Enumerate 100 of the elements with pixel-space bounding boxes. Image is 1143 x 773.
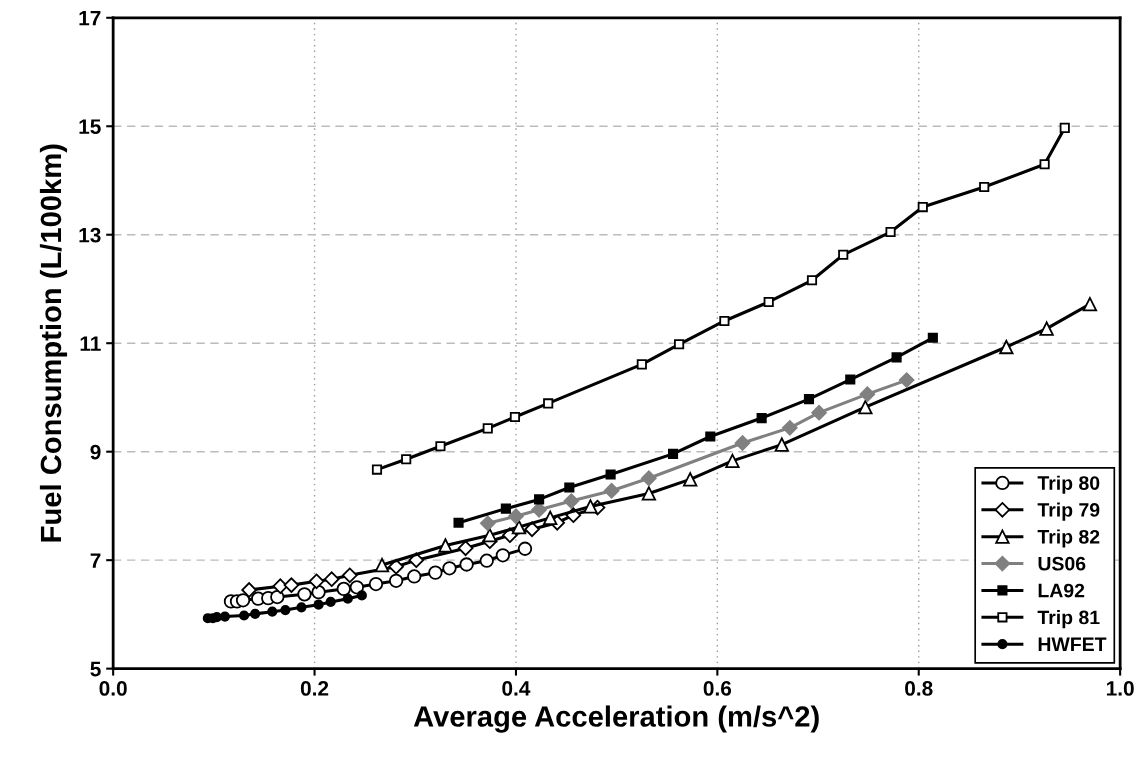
point [238, 610, 250, 621]
y-tick-label: 17 [79, 11, 101, 26]
point [563, 493, 580, 509]
point [272, 578, 289, 594]
point [296, 602, 307, 613]
x-tick-label: 0.8 [905, 681, 933, 696]
point [323, 571, 340, 587]
point [235, 593, 251, 608]
point [313, 599, 324, 610]
point [356, 590, 367, 601]
point [297, 587, 312, 602]
point [725, 453, 740, 469]
legend-label: Trip 81 [1037, 610, 1100, 629]
point [898, 372, 915, 388]
point [641, 470, 657, 487]
point [885, 226, 896, 238]
point [543, 510, 558, 526]
point [719, 315, 730, 327]
point [838, 249, 849, 260]
point [241, 582, 257, 598]
point [1059, 122, 1070, 133]
point [509, 411, 521, 423]
point [667, 448, 679, 459]
point [811, 404, 827, 421]
point [763, 296, 774, 308]
legend-label: LA92 [1038, 583, 1085, 598]
point [1082, 297, 1098, 312]
point [349, 580, 365, 595]
point [603, 482, 620, 499]
legend-label: US06 [1038, 556, 1086, 571]
point [859, 386, 876, 402]
point [641, 486, 657, 501]
y-tick-label: 11 [80, 336, 101, 351]
point [774, 437, 789, 452]
point [782, 420, 798, 436]
point [979, 181, 990, 193]
point [803, 394, 815, 405]
point [342, 567, 358, 584]
point [371, 464, 383, 475]
point [683, 472, 698, 487]
point [435, 441, 446, 452]
point [267, 606, 278, 617]
x-tick-label: 0.6 [703, 681, 732, 696]
point [845, 374, 856, 385]
legend-label: HWFET [1038, 637, 1107, 651]
point [583, 499, 598, 514]
point [674, 339, 685, 350]
point [482, 528, 497, 543]
y-tick-label: 9 [90, 444, 101, 460]
point [495, 548, 511, 563]
point [1039, 159, 1050, 170]
point [407, 569, 422, 584]
y-tick-label: 7 [90, 553, 101, 568]
point [336, 581, 351, 597]
x-tick-label: 1.0 [1106, 681, 1134, 696]
point [605, 469, 616, 480]
point [342, 593, 353, 604]
point [734, 435, 751, 451]
point [438, 538, 453, 553]
point [250, 608, 261, 619]
point [368, 576, 384, 592]
y-tick-label: 5 [90, 661, 101, 677]
x-tick-label: 0.2 [300, 681, 329, 696]
point [534, 494, 545, 505]
point [858, 400, 873, 415]
point [479, 515, 496, 532]
point [280, 604, 291, 616]
point [927, 332, 938, 343]
point [806, 275, 818, 286]
point [482, 423, 493, 434]
point [459, 557, 474, 572]
point [891, 352, 902, 363]
legend-label: Trip 82 [1037, 529, 1100, 548]
point [457, 540, 474, 557]
point [283, 577, 300, 593]
point [325, 596, 336, 608]
y-axis-title: Fuel Consumption (L/100km) [39, 144, 68, 542]
point [1039, 321, 1054, 336]
point [756, 412, 767, 424]
point [453, 517, 464, 528]
point [543, 398, 554, 409]
y-tick-label: 13 [79, 227, 101, 243]
point [308, 573, 325, 590]
point [917, 202, 928, 213]
point [219, 611, 231, 622]
point [479, 553, 494, 568]
point [442, 561, 457, 576]
legend-label: Trip 79 [1037, 502, 1100, 521]
x-axis-title: Average Acceleration (m/s^2) [413, 705, 819, 733]
point [511, 519, 527, 535]
point [999, 339, 1014, 355]
point [500, 503, 511, 514]
point [508, 508, 524, 525]
point [270, 589, 285, 605]
point [388, 573, 404, 588]
point [428, 565, 443, 580]
point [636, 359, 647, 370]
x-tick-label: 0.4 [502, 681, 531, 696]
y-tick-label: 15 [79, 119, 101, 135]
x-tick-label: 0.0 [99, 681, 127, 696]
